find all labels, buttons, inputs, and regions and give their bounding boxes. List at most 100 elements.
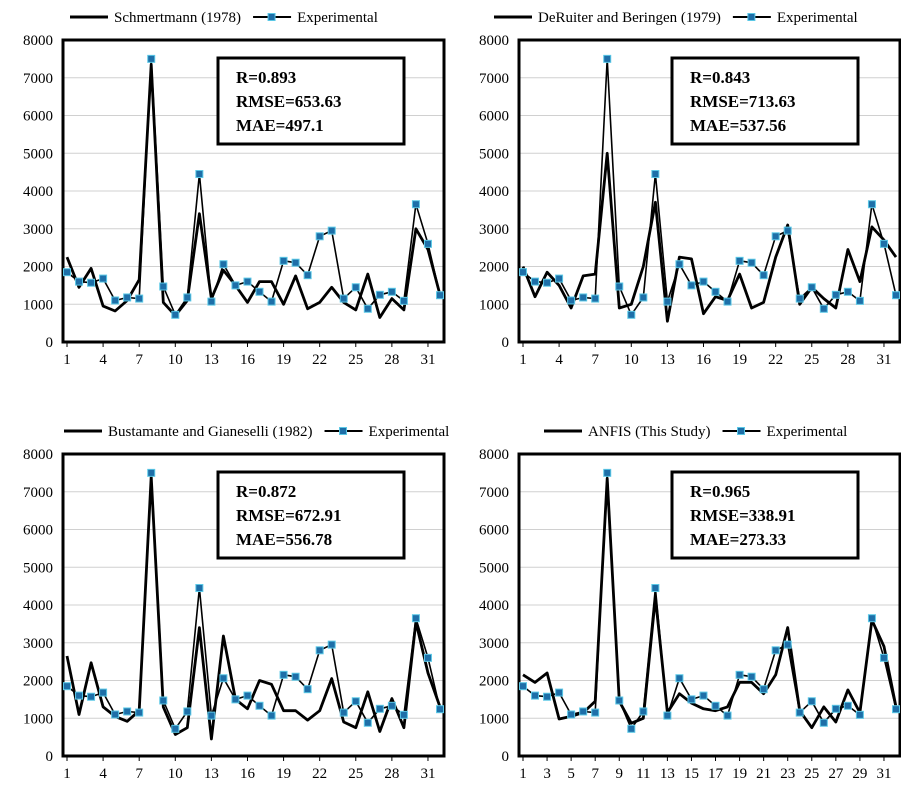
experimental-marker — [543, 278, 552, 287]
experimental-marker — [579, 707, 588, 716]
experimental-marker — [111, 296, 120, 305]
experimental-marker — [159, 282, 168, 291]
experimental-marker — [531, 691, 540, 700]
y-tick-label: 6000 — [23, 109, 53, 125]
x-tick-label: 16 — [696, 352, 712, 368]
experimental-marker — [627, 724, 636, 733]
experimental-marker — [231, 695, 240, 704]
experimental-marker — [519, 268, 527, 277]
y-tick-label: 8000 — [479, 33, 509, 49]
x-tick-label: 17 — [708, 766, 724, 782]
y-tick-label: 1000 — [479, 297, 509, 313]
y-tick-label: 2000 — [479, 674, 509, 690]
experimental-marker — [867, 200, 876, 209]
experimental-marker — [831, 704, 840, 713]
y-tick-label: 5000 — [23, 146, 53, 162]
experimental-marker — [567, 710, 576, 719]
experimental-marker — [735, 670, 744, 679]
experimental-marker — [303, 271, 312, 280]
experimental-marker — [663, 711, 672, 720]
y-tick-label: 1000 — [479, 711, 509, 727]
stats-line: RMSE=338.91 — [690, 506, 796, 525]
experimental-marker — [783, 226, 792, 235]
experimental-marker — [207, 297, 216, 306]
experimental-marker — [135, 708, 144, 717]
x-tick-label: 23 — [780, 766, 795, 782]
experimental-marker — [363, 718, 372, 727]
legend-label: Experimental — [767, 424, 848, 440]
x-tick-label: 11 — [636, 766, 650, 782]
y-tick-label: 8000 — [23, 447, 53, 463]
stats-line: R=0.872 — [236, 482, 296, 501]
experimental-marker — [579, 293, 588, 302]
stats-box — [670, 470, 860, 560]
chart-panel: 0 1000 2000 3000 4000 5000 6000 7000 8000 1 4 7 10 13… — [479, 10, 901, 368]
legend: DeRuiter and Beringen (1979) Experimental — [494, 10, 858, 26]
x-tick-label: 28 — [384, 766, 399, 782]
experimental-marker — [687, 695, 696, 704]
experimental-marker — [387, 701, 396, 710]
y-tick-label: 5000 — [479, 560, 509, 576]
experimental-marker — [819, 304, 828, 313]
y-tick-label: 7000 — [23, 485, 53, 501]
legend: Bustamante and Gianeselli (1982) Experime… — [64, 424, 449, 440]
experimental-marker — [219, 674, 228, 683]
experimental-marker — [243, 691, 252, 700]
experimental-marker — [615, 696, 624, 705]
legend-label: Experimental — [369, 424, 450, 440]
x-tick-label: 22 — [768, 352, 783, 368]
stats-line: RMSE=672.91 — [236, 506, 342, 525]
legend-marker — [737, 427, 746, 435]
y-tick-label: 3000 — [23, 636, 53, 652]
experimental-marker — [555, 688, 564, 697]
x-tick-label: 10 — [168, 352, 183, 368]
experimental-marker — [159, 696, 168, 705]
experimental-marker — [591, 294, 600, 303]
experimental-marker — [351, 283, 360, 292]
experimental-marker — [327, 640, 336, 649]
experimental-marker — [219, 260, 228, 269]
experimental-marker — [267, 711, 276, 720]
plot-frame — [517, 452, 901, 758]
experimental-marker — [411, 614, 420, 623]
x-tick-label: 4 — [99, 766, 107, 782]
legend-label: Experimental — [297, 10, 378, 26]
legend-marker — [339, 427, 348, 435]
experimental-marker — [747, 672, 756, 681]
experimental-marker — [243, 277, 252, 286]
experimental-marker — [711, 701, 720, 710]
experimental-marker — [291, 258, 300, 267]
experimental-marker — [423, 239, 432, 248]
x-tick-label: 7 — [135, 352, 143, 368]
x-tick-label: 13 — [204, 766, 219, 782]
experimental-marker — [399, 296, 408, 305]
experimental-marker — [795, 294, 804, 303]
x-tick-label: 19 — [276, 766, 291, 782]
experimental-marker — [807, 697, 816, 706]
experimental-marker — [615, 282, 624, 291]
experimental-marker — [879, 239, 888, 248]
x-tick-label: 9 — [616, 766, 624, 782]
experimental-marker — [795, 708, 804, 717]
stats-line: R=0.893 — [236, 68, 296, 87]
experimental-marker — [687, 281, 696, 290]
experimental-marker — [543, 692, 552, 701]
experimental-marker — [831, 290, 840, 299]
experimental-marker — [867, 614, 876, 623]
x-tick-label: 19 — [732, 352, 747, 368]
experimental-marker — [747, 258, 756, 267]
legend-label: Bustamante and Gianeselli (1982) — [108, 424, 313, 440]
x-tick-label: 31 — [420, 352, 435, 368]
experimental-marker — [639, 293, 648, 302]
stats-line: RMSE=713.63 — [690, 92, 796, 111]
stats-line: MAE=497.1 — [236, 116, 324, 135]
y-tick-label: 6000 — [479, 109, 509, 125]
y-tick-label: 3000 — [479, 222, 509, 238]
experimental-marker — [195, 584, 204, 593]
experimental-marker — [327, 226, 336, 235]
experimental-marker — [855, 296, 864, 305]
x-tick-label: 25 — [804, 766, 819, 782]
experimental-marker — [363, 304, 372, 313]
